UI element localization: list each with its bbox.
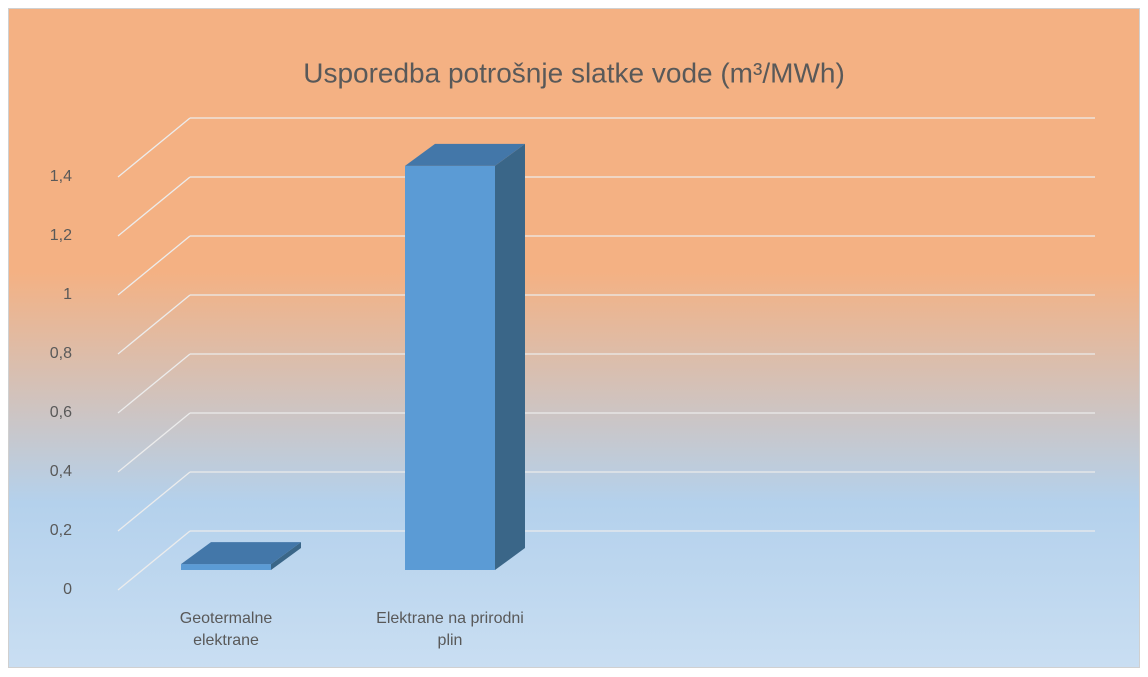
y-tick-label: 0 [63,581,72,598]
y-tick-label: 0,4 [50,463,72,480]
grid-line-side [117,294,191,355]
grid-line-side [117,353,191,414]
y-tick-label: 1,2 [50,227,72,244]
bar-top [405,143,525,166]
y-tick-label: 1,4 [50,168,72,185]
chart-background [8,8,1140,668]
y-tick-label: 0,6 [50,404,72,421]
bar-top [181,542,301,565]
bar-side [271,542,301,570]
grid-line-side [117,117,191,178]
grid-line-side [117,235,191,296]
chart-title: Usporedba potrošnje slatke vode (m³/MWh) [303,57,845,88]
grid-line-side [117,471,191,532]
y-tick-label: 0,8 [50,345,72,362]
grid-line-side [117,176,191,237]
x-tick-label: Elektrane na prirodni plin [376,610,524,649]
bar-side [495,143,525,570]
bar [181,564,271,570]
grid-line-side [117,530,191,591]
y-tick-label: 0,2 [50,522,72,539]
grid-line-side [117,412,191,473]
y-tick-label: 1 [63,286,72,303]
bar [405,165,495,570]
x-tick-label: Geotermalne elektrane [179,610,273,649]
